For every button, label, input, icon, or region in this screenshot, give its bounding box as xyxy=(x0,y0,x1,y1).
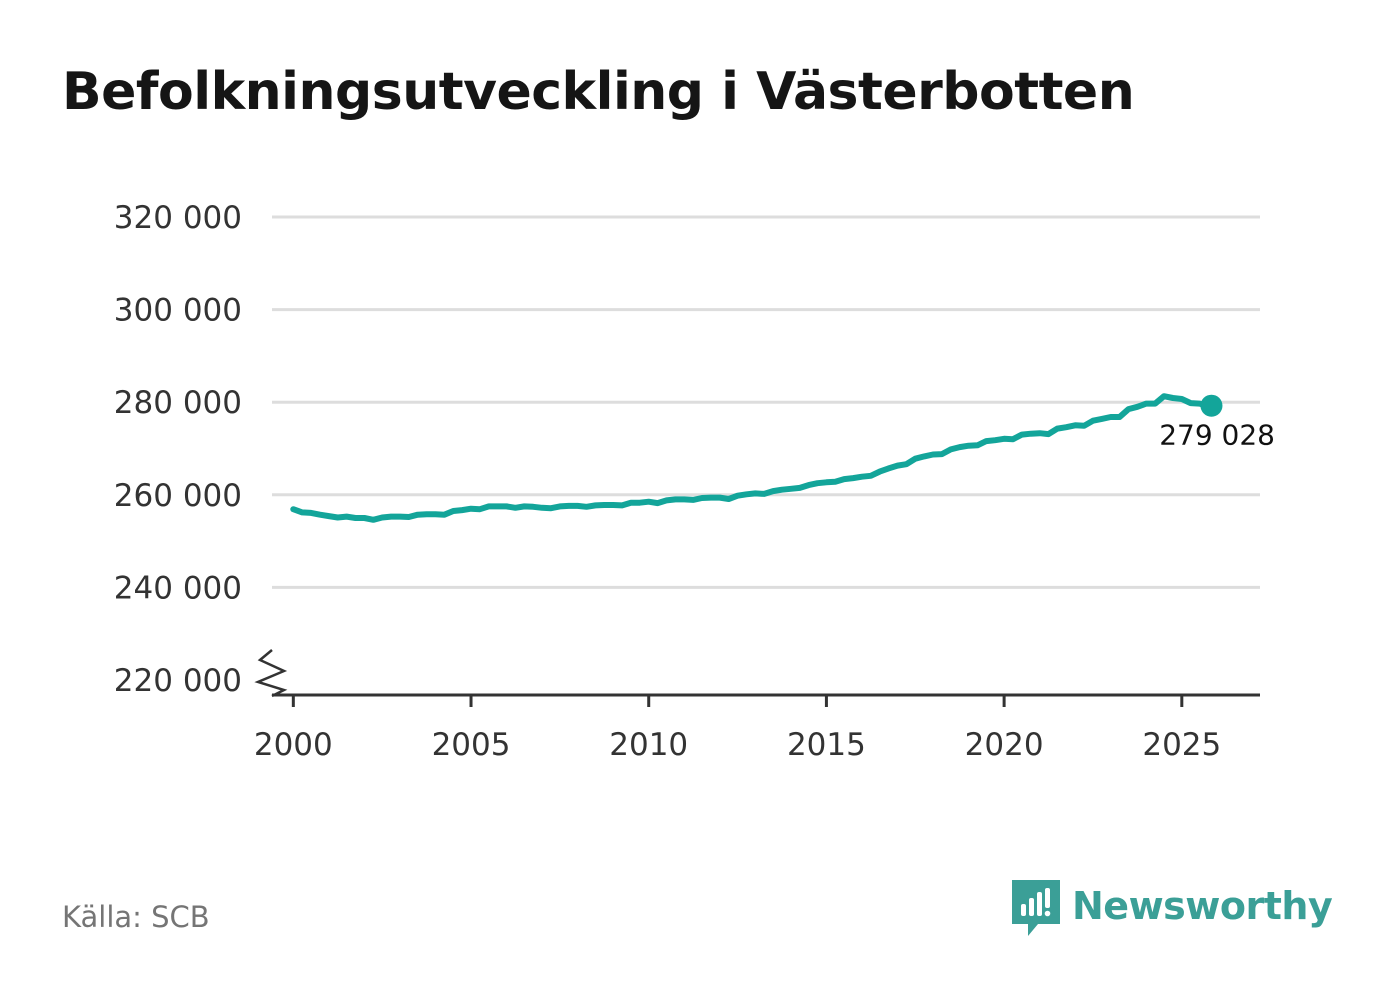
end-point-marker xyxy=(1200,394,1223,417)
source-note: Källa: SCB xyxy=(62,900,210,934)
x-tick-label: 2000 xyxy=(254,727,333,763)
series-layer xyxy=(290,393,1223,523)
y-tick-label: 300 000 xyxy=(114,293,242,329)
x-tick-label: 2020 xyxy=(965,727,1044,763)
y-tick-label: 260 000 xyxy=(114,478,242,514)
y-tick-label: 320 000 xyxy=(114,200,242,236)
gridlines xyxy=(272,215,1260,589)
newsworthy-logo-icon xyxy=(1012,880,1060,936)
y-tick-label: 220 000 xyxy=(114,663,242,699)
axis-break-mark xyxy=(254,649,288,698)
data-labels: 279 028 xyxy=(1159,419,1275,452)
chart-title: Befolkningsutveckling i Västerbotten xyxy=(62,62,1135,122)
end-value-label: 279 028 xyxy=(1159,419,1275,452)
y-tick-label: 240 000 xyxy=(114,570,242,606)
x-tick-label: 2015 xyxy=(787,727,866,763)
y-tick-label: 280 000 xyxy=(114,385,242,421)
x-tick-label: 2005 xyxy=(432,727,511,763)
x-tick-label: 2025 xyxy=(1142,727,1221,763)
x-tick-label: 2010 xyxy=(609,727,688,763)
brand-name: Newsworthy xyxy=(1072,884,1333,928)
series-line xyxy=(290,393,1212,523)
y-axis-ticks: 220 000 240 000 260 000 280 000 300 000 320 0… xyxy=(114,200,288,699)
x-axis: 2000 2005 2010 2015 2020 2025 xyxy=(254,693,1260,763)
brand-logo[interactable]: Newsworthy xyxy=(1010,878,1333,940)
